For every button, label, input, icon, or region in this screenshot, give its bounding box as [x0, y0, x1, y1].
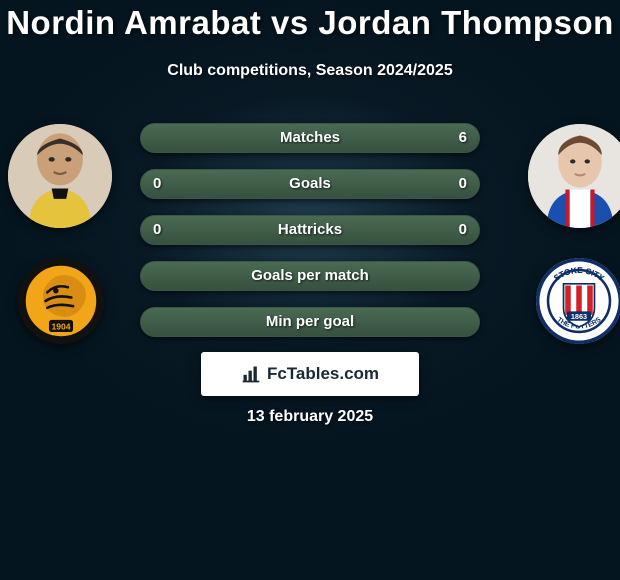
stoke-city-badge-icon: STOKE CITY STOKE CITY THE POTTERS 1863 — [536, 258, 620, 344]
comparison-graphic: Nordin Amrabat vs Jordan Thompson Club c… — [0, 0, 620, 580]
player2-silhouette — [528, 124, 620, 228]
attribution-text: FcTables.com — [267, 364, 379, 384]
player2-name: Jordan Thompson — [318, 4, 613, 41]
stat-label: Hattricks — [278, 221, 342, 238]
stat-row: Min per goal — [140, 307, 480, 337]
svg-text:1863: 1863 — [571, 312, 587, 321]
stat-right-value: 6 — [447, 124, 479, 152]
stat-row: 0 Goals 0 — [140, 169, 480, 199]
stat-right-value: 0 — [447, 216, 479, 244]
player2-avatar — [528, 124, 620, 228]
stat-label: Min per goal — [266, 313, 354, 330]
stat-row: 0 Hattricks 0 — [140, 215, 480, 245]
stat-left-value: 0 — [141, 170, 173, 198]
player1-club-badge: 1904 — [18, 258, 104, 344]
comparison-date: 13 february 2025 — [0, 408, 620, 426]
season-subtitle: Club competitions, Season 2024/2025 — [0, 62, 620, 80]
stat-label: Goals per match — [251, 267, 369, 284]
bar-chart-icon — [241, 364, 261, 384]
player2-club-badge: STOKE CITY STOKE CITY THE POTTERS 1863 — [536, 258, 620, 344]
stat-label: Matches — [280, 129, 340, 146]
stat-row: Goals per match — [140, 261, 480, 291]
player1-avatar — [8, 124, 112, 228]
player1-name: Nordin Amrabat — [6, 4, 261, 41]
stat-right-value: 0 — [447, 170, 479, 198]
hull-city-badge-icon: 1904 — [18, 258, 104, 344]
stat-bars: Matches 6 0 Goals 0 0 Hattricks 0 Goals per matc… — [140, 123, 480, 353]
player1-silhouette — [8, 124, 112, 228]
attribution-badge: FcTables.com — [201, 352, 419, 396]
vs-separator: vs — [271, 4, 309, 41]
stat-left-value: 0 — [141, 216, 173, 244]
stat-label: Goals — [289, 175, 331, 192]
stat-row: Matches 6 — [140, 123, 480, 153]
page-title: Nordin Amrabat vs Jordan Thompson — [0, 4, 620, 42]
svg-text:1904: 1904 — [51, 321, 70, 331]
